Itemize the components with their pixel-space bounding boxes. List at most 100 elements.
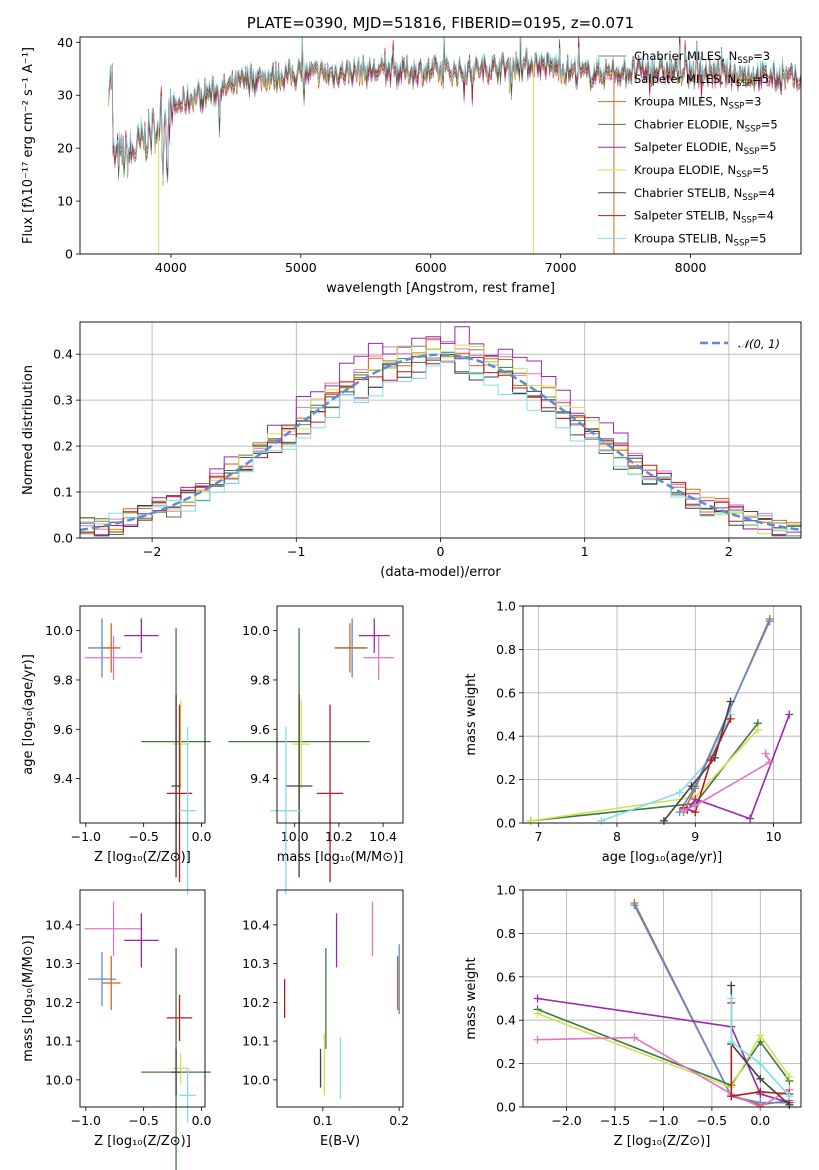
y-tick-label: 0.0 (496, 1100, 516, 1115)
spectrum-line (108, 37, 801, 178)
y-tick-label: 0.4 (496, 729, 516, 744)
y-tick-label: 10 (57, 194, 73, 209)
y-tick-label: 10.0 (45, 623, 73, 638)
y-tick-label: 0.8 (496, 926, 516, 941)
y-tick-label: 9.4 (53, 771, 73, 786)
y-tick-label: 10.1 (45, 1034, 73, 1049)
x-tick-label: −1.0 (71, 1113, 101, 1128)
weight-marker (687, 782, 696, 791)
y-tick-label: 9.8 (53, 672, 73, 687)
x-tick-label: 10.0 (281, 829, 309, 844)
weight-marker (727, 1092, 736, 1101)
y-tick-label: 20 (57, 141, 73, 156)
axes-frame (276, 605, 404, 824)
weight-marker (756, 1074, 765, 1083)
legend-entry-sub: SSP (737, 56, 753, 66)
axes-frame (276, 889, 404, 1108)
x-tick-label: 6000 (415, 260, 447, 275)
weight-marker (765, 617, 774, 626)
x-tick-label: −2.0 (551, 1113, 581, 1128)
weight-marker (756, 1031, 765, 1040)
y-axis-label: mass [log₁₀(M/M⊙)] (21, 935, 36, 1062)
y-axis-label: mass weight (464, 673, 479, 755)
legend-entry-tail: =5 (749, 231, 766, 245)
legend-entry: Chabrier STELIB, NSSP=4 (634, 186, 775, 203)
legend-entry: Kroupa ELODIE, NSSP=5 (634, 163, 769, 180)
legend-entry-main: Chabrier ELODIE, N (634, 117, 745, 131)
y-tick-label: 0.1 (53, 485, 73, 500)
weight-marker (761, 749, 770, 758)
x-tick-label: 0.0 (192, 1113, 212, 1128)
x-tick-label: 0.0 (192, 829, 212, 844)
weight-marker (679, 805, 688, 814)
weight-marker (785, 1092, 794, 1101)
legend-entry-sub: SSP (736, 170, 752, 180)
legend-entry-tail: =3 (753, 49, 770, 63)
panel-weight_vs_Z: −2.0 −1.5 −1.0 −0.5 0.0 0.0 0.2 0.4 0.6 0.8 1.0 Z [… (464, 883, 802, 1149)
x-axis-label: (data-model)/error (380, 565, 501, 580)
legend-entry-main: Kroupa ELODIE, N (634, 163, 736, 177)
x-axis-label: Z [log₁₀(Z/Z⊙)] (94, 1134, 191, 1149)
legend-entry-tail: =4 (758, 186, 775, 200)
weight-marker (726, 714, 735, 723)
legend-entry: Salpeter STELIB, NSSP=4 (634, 209, 774, 226)
y-tick-label: 0.6 (496, 685, 516, 700)
weight-line (730, 1002, 790, 1098)
legend-entry: Kroupa STELIB, NSSP=5 (634, 231, 766, 248)
weight-marker (706, 756, 715, 765)
y-axis-label: mass weight (464, 957, 479, 1039)
weight-marker (727, 1037, 736, 1046)
legend-entry-sub: SSP (734, 238, 750, 248)
weight-marker (756, 1087, 765, 1096)
x-tick-label: −2 (143, 544, 161, 559)
x-tick-label: −1.5 (600, 1113, 630, 1128)
legend-entry: Salpeter ELODIE, NSSP=5 (634, 140, 777, 157)
x-axis-label: Z [log₁₀(Z/Z⊙)] (614, 1134, 711, 1149)
y-tick-label: 0.2 (496, 1056, 516, 1071)
legend-entry-tail: =5 (752, 163, 769, 177)
legend-entry-main: Salpeter STELIB, N (634, 209, 741, 223)
axes-frame (522, 605, 802, 824)
x-tick-label: 10.2 (325, 829, 353, 844)
x-tick-label: 0 (437, 544, 445, 559)
weight-marker (785, 710, 794, 719)
weight-marker (765, 758, 774, 767)
weight-marker (753, 725, 762, 734)
panel-mass_vs_Z: −1.0 −0.5 0.0 10.0 10.1 10.2 10.3 10.4 Z [log₁₀(… (21, 889, 212, 1170)
x-tick-label: 7000 (545, 260, 577, 275)
x-tick-label: 4000 (155, 260, 187, 275)
legend-entry-tail: =5 (760, 140, 777, 154)
legend-entry-main: Kroupa MILES, N (634, 95, 729, 109)
legend-entry-main: Salpeter MILES, N (634, 72, 736, 86)
weight-marker (785, 1100, 794, 1109)
legend-entry: Chabrier ELODIE, NSSP=5 (634, 117, 778, 134)
legend-entry-main: Salpeter ELODIE, N (634, 140, 744, 154)
x-axis-label: mass [log₁₀(M/M⊙)] (277, 850, 404, 865)
axes-frame (522, 889, 802, 1108)
weight-marker (691, 801, 700, 810)
panel-spectrum: 4000 5000 6000 7000 8000 0 10 20 30 40 wavelength … (21, 14, 802, 296)
x-tick-label: −1 (287, 544, 305, 559)
y-tick-label: 0.2 (53, 439, 73, 454)
y-tick-label: 0.4 (53, 347, 73, 362)
x-tick-label: 7 (535, 829, 543, 844)
x-axis-label: Z [log₁₀(Z/Z⊙)] (94, 850, 191, 865)
chart-title: PLATE=0390, MJD=51816, FIBERID=0195, z=0… (247, 14, 634, 32)
x-tick-label: −0.5 (128, 1113, 158, 1128)
x-tick-label: 10 (766, 829, 782, 844)
panel-weight_vs_age: 7 8 9 10 0.0 0.2 0.4 0.6 0.8 1.0 age [log₁₀(age/yr… (464, 599, 802, 865)
histogram-step (80, 358, 801, 537)
legend-entry-main: Kroupa STELIB, N (634, 231, 734, 245)
legend-entry-main: Chabrier STELIB, N (634, 186, 742, 200)
y-tick-label: 1.0 (496, 883, 516, 898)
y-tick-label: 9.6 (53, 722, 73, 737)
x-axis-label: wavelength [Angstrom, rest frame] (326, 281, 555, 296)
y-tick-label: 10.2 (242, 995, 270, 1010)
legend-entry-sub: SSP (729, 102, 745, 112)
legend-entry-sub: SSP (744, 147, 760, 157)
y-tick-label: 0.3 (53, 393, 73, 408)
x-tick-label: −0.5 (128, 829, 158, 844)
weight-marker (533, 1009, 542, 1018)
weight-line (663, 701, 732, 822)
